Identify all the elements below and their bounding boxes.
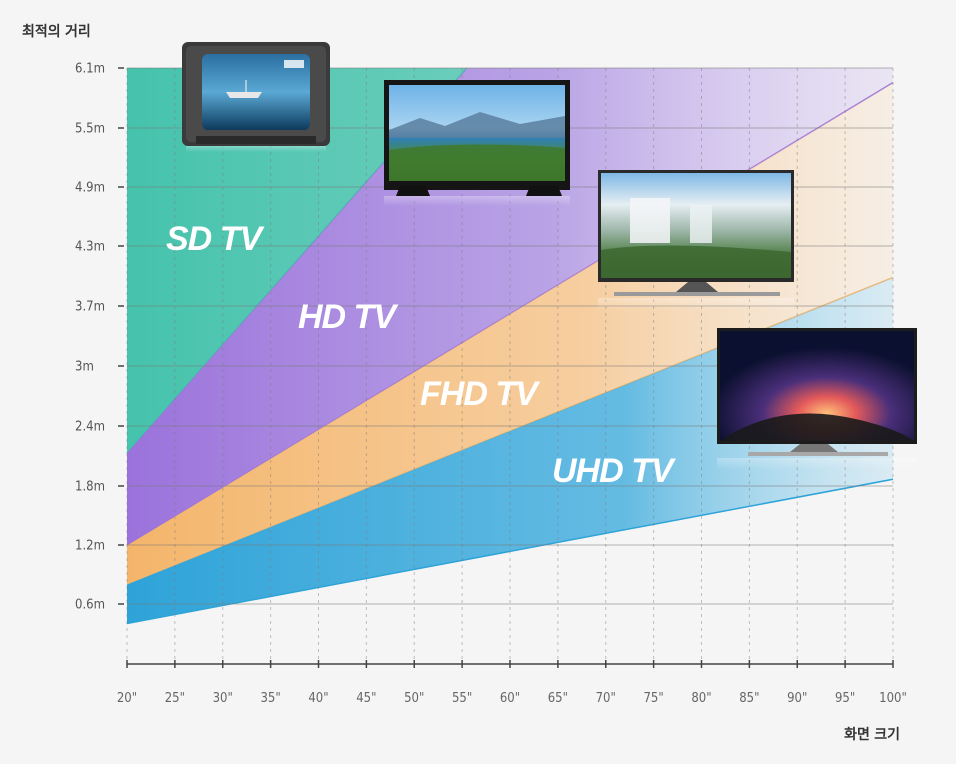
zone-label-uhd-tv: UHD TV <box>552 452 677 490</box>
y-tick-label: 1.8m <box>75 480 105 495</box>
x-tick-label: 75" <box>643 691 663 706</box>
y-tick-label: 3m <box>75 360 94 375</box>
x-tick-label: 35" <box>260 691 280 706</box>
y-tick-label: 4.3m <box>75 240 105 255</box>
x-tick-label: 60" <box>500 691 520 706</box>
hd-tv-image <box>384 80 570 206</box>
y-tick-label: 4.9m <box>75 181 105 196</box>
y-axis-title: 최적의 거리 <box>22 23 91 40</box>
x-tick-label: 55" <box>452 691 472 706</box>
axis-layer: 20" 25" 30" 35" 40" 45" 50" 55" 60" 65" 70" 75" 80" 8… <box>22 23 907 743</box>
y-tick-label: 6.1m <box>75 62 105 77</box>
y-tick-label: 2.4m <box>75 420 105 435</box>
x-tick-label: 90" <box>787 691 807 706</box>
labels-layer: SD TV HD TV FHD TV UHD TV <box>166 220 678 490</box>
uhd-tv-image <box>717 328 917 470</box>
y-tick-label: 0.6m <box>75 598 105 613</box>
zone-label-hd-tv: HD TV <box>298 298 399 336</box>
fhd-tv-image <box>598 170 794 310</box>
x-tick-label: 45" <box>356 691 376 706</box>
x-tick-label: 80" <box>691 691 711 706</box>
zone-sd-tv <box>127 68 893 453</box>
x-tick-label: 40" <box>308 691 328 706</box>
y-tick-label: 3.7m <box>75 300 105 315</box>
zone-label-sd-tv: SD TV <box>166 220 265 258</box>
x-tick-label: 50" <box>404 691 424 706</box>
x-tick-label: 95" <box>835 691 855 706</box>
sd-tv-image <box>182 42 330 152</box>
x-tick-label: 30" <box>213 691 233 706</box>
y-tick-label: 5.5m <box>75 122 105 137</box>
x-tick-label: 20" <box>117 691 137 706</box>
y-tick-label: 1.2m <box>75 539 105 554</box>
zone-uhd-tv <box>127 277 893 624</box>
x-tick-label: 65" <box>548 691 568 706</box>
x-tick-label: 85" <box>739 691 759 706</box>
x-axis-title: 화면 크기 <box>844 726 900 743</box>
zone-label-fhd-tv: FHD TV <box>420 375 541 413</box>
zone-boundary-line <box>126 478 894 625</box>
x-tick-label: 25" <box>165 691 185 706</box>
x-tick-label: 70" <box>596 691 616 706</box>
x-tick-label: 100" <box>879 691 907 706</box>
